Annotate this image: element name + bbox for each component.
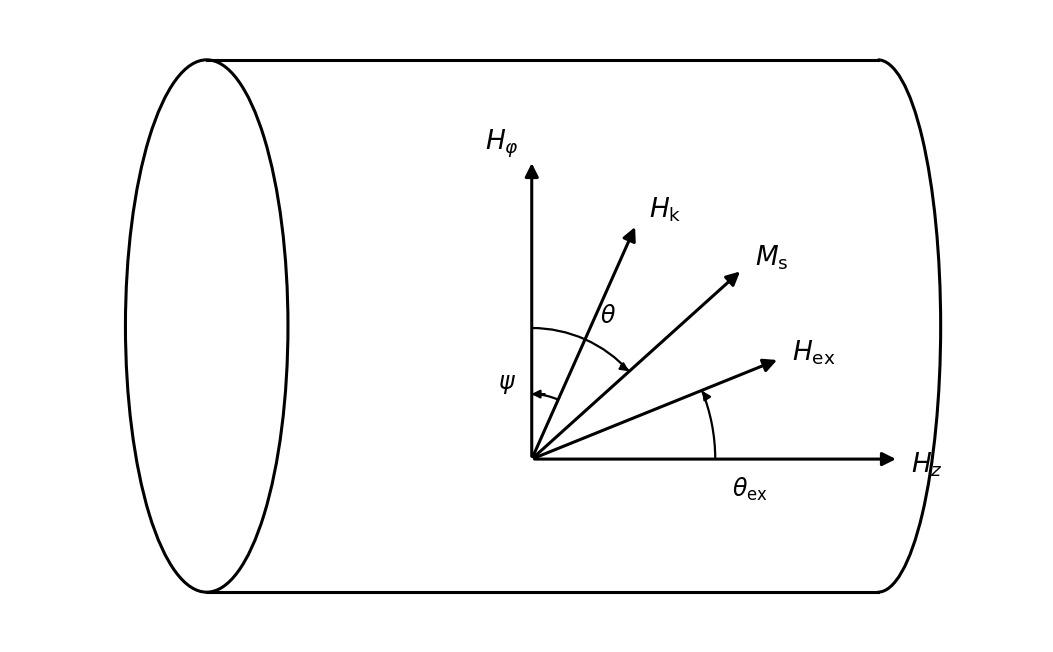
Text: $H_{\varphi}$: $H_{\varphi}$ <box>484 128 518 160</box>
Text: $\psi$: $\psi$ <box>498 372 516 396</box>
Text: $\theta$: $\theta$ <box>600 304 616 327</box>
Text: $H_{\mathrm{k}}$: $H_{\mathrm{k}}$ <box>649 196 681 224</box>
Text: $H_{\mathrm{ex}}$: $H_{\mathrm{ex}}$ <box>792 338 836 366</box>
Text: $M_{\mathrm{s}}$: $M_{\mathrm{s}}$ <box>755 244 789 273</box>
Text: $\theta_{\mathrm{ex}}$: $\theta_{\mathrm{ex}}$ <box>732 476 768 503</box>
Text: $H_{z}$: $H_{z}$ <box>911 450 943 479</box>
